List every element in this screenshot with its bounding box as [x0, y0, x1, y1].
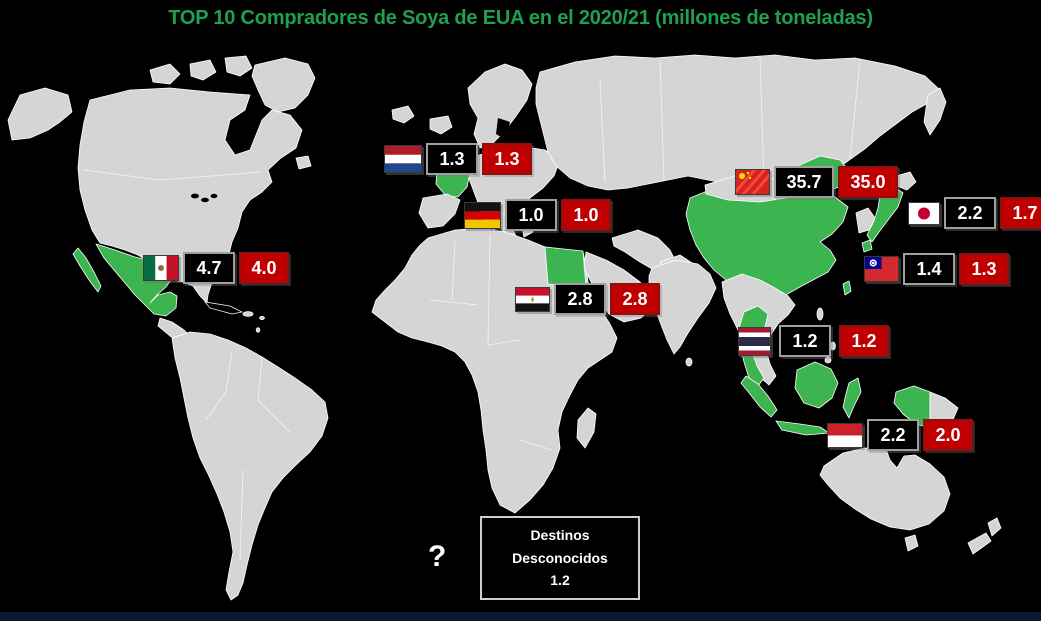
thailand-red-value: 1.2 — [839, 325, 889, 357]
country-canada-usa — [77, 87, 303, 304]
buyer-label-mexico: 4.7 4.0 — [143, 251, 289, 285]
germany-flag-icon — [464, 201, 501, 229]
unknown-destinations-line2: Desconocidos — [512, 549, 608, 566]
baja-california — [72, 247, 102, 293]
thailand-black-value: 1.2 — [779, 325, 831, 357]
egypt-black-value: 2.8 — [554, 283, 606, 315]
taiwan-red-value: 1.3 — [959, 253, 1009, 285]
country-greenland — [251, 57, 316, 113]
buyer-label-egypt: 2.8 2.8 — [515, 282, 660, 316]
netherlands-red-value: 1.3 — [482, 143, 532, 175]
caspian-sea — [618, 194, 640, 224]
mexico-black-value: 4.7 — [183, 252, 235, 284]
cuba — [204, 301, 244, 315]
japan-flag-icon — [908, 201, 940, 225]
egypt-red-value: 2.8 — [610, 283, 660, 315]
taiwan-black-value: 1.4 — [903, 253, 955, 285]
buyer-label-germany: 1.0 1.0 — [464, 198, 611, 232]
buyer-label-thailand: 1.2 1.2 — [738, 324, 889, 358]
asia-borders — [599, 57, 861, 183]
japan-red-value: 1.7 — [1000, 197, 1041, 229]
taiwan-flag-icon — [864, 256, 899, 282]
unknown-destinations-value: 1.2 — [550, 572, 570, 589]
china-flag-icon — [735, 169, 770, 195]
java — [775, 420, 830, 436]
country-japan — [866, 185, 904, 243]
caribbean-islands — [242, 311, 265, 333]
mexico-red-value: 4.0 — [239, 252, 289, 284]
hokkaido — [895, 171, 917, 191]
country-scandinavia — [467, 63, 533, 149]
new-zealand-north — [987, 517, 1002, 537]
country-taiwan — [842, 280, 852, 296]
kamchatka — [923, 87, 947, 136]
arctic-islands — [149, 55, 312, 170]
indonesia-red-value: 2.0 — [923, 419, 973, 451]
new-zealand-south — [967, 532, 992, 555]
baltic-sea — [496, 118, 510, 140]
buyer-label-japan: 2.2 1.7 — [908, 196, 1041, 230]
buyer-label-indonesia: 2.2 2.0 — [827, 418, 973, 452]
tasmania — [904, 534, 919, 552]
buyer-label-china: 35.7 35.0 — [735, 165, 898, 199]
africa-borders — [429, 234, 561, 451]
china-black-value: 35.7 — [774, 166, 834, 198]
egypt-flag-icon — [515, 286, 550, 312]
buyer-label-netherlands: 1.3 1.3 — [384, 142, 532, 176]
country-madagascar — [576, 407, 597, 449]
thailand-flag-icon — [738, 326, 771, 356]
country-iceland — [391, 105, 415, 124]
netherlands-black-value: 1.3 — [426, 143, 478, 175]
china-red-value: 35.0 — [838, 166, 898, 198]
netherlands-flag-icon — [384, 145, 422, 173]
indonesia-flag-icon — [827, 422, 863, 448]
country-australia — [819, 447, 951, 531]
country-alaska — [7, 87, 73, 141]
mexico-flag-icon — [143, 255, 179, 281]
great-lakes — [191, 193, 218, 203]
sulawesi — [842, 377, 862, 419]
germany-red-value: 1.0 — [561, 199, 611, 231]
indonesia-black-value: 2.2 — [867, 419, 919, 451]
germany-black-value: 1.0 — [505, 199, 557, 231]
country-egypt — [544, 246, 587, 288]
question-mark: ? — [428, 540, 447, 573]
unknown-destinations-line1: Destinos — [530, 527, 590, 544]
japan-black-value: 2.2 — [944, 197, 996, 229]
buyer-label-taiwan: 1.4 1.3 — [864, 252, 1009, 286]
bottom-edge-strip — [0, 612, 1041, 621]
unknown-destinations-box: Destinos Desconocidos 1.2 — [480, 516, 640, 600]
country-south-america — [171, 331, 329, 601]
page-title: TOP 10 Compradores de Soya de EUA en el … — [168, 7, 873, 29]
kyushu — [861, 239, 873, 253]
borneo — [794, 361, 839, 409]
country-spain — [418, 193, 461, 229]
country-korea — [855, 207, 876, 234]
usa-canada-border — [83, 169, 263, 181]
sumatra — [740, 375, 778, 418]
south-america-borders — [205, 351, 291, 561]
sri-lanka — [685, 357, 693, 367]
country-scotland — [429, 115, 453, 135]
